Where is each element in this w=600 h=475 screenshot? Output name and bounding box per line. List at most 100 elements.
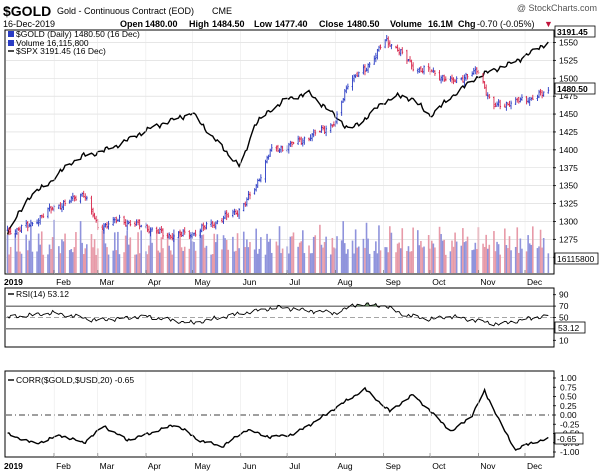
volume-bar [160, 237, 163, 273]
chg-value: -0.70 (-0.05%) [477, 19, 535, 29]
volume-bar [455, 241, 458, 273]
volume-bar [342, 221, 345, 273]
volume-bar [319, 224, 321, 273]
high-label: High [189, 19, 209, 29]
volume-bar [210, 254, 212, 273]
volume-bar [325, 236, 327, 273]
volume-bar [115, 250, 118, 273]
spx-badge: 3191.45 [554, 25, 596, 38]
volume-bar [407, 246, 410, 273]
low-value: 1477.40 [275, 19, 308, 29]
volume-bar [25, 234, 28, 273]
volume-bar [211, 254, 214, 273]
volume-bar [323, 241, 326, 273]
volume-bar [514, 246, 517, 273]
volume-bar [107, 254, 110, 273]
volume-bar [235, 250, 237, 273]
volume-bar [417, 230, 419, 273]
volume-bar [16, 251, 18, 273]
volume-bar [378, 225, 380, 273]
volume-bar [140, 230, 142, 273]
volume-bar [134, 254, 136, 273]
volume-bar [260, 237, 262, 273]
rsi-tick-label: 10 [559, 335, 569, 345]
volume-legend-text: Volume 16,115,800 [16, 38, 89, 48]
volume-bar [169, 250, 172, 273]
volume-bar [183, 246, 186, 273]
volume-bar [466, 236, 469, 273]
month-label: May [194, 277, 211, 287]
volume-bar [82, 254, 85, 273]
volume-bar [275, 241, 278, 273]
volume-bar [396, 243, 399, 273]
corr-legend-text: CORR($GOLD,$USD,20) -0.65 [16, 375, 134, 385]
volume-bar [48, 244, 51, 273]
volume-bar [486, 248, 489, 273]
volume-bar [61, 239, 63, 273]
volume-bar [166, 232, 169, 273]
rsi-legend: RSI(14) 53.12 [8, 289, 69, 299]
volume-bar [298, 242, 301, 273]
volume-bar [113, 232, 116, 273]
volume-bar [247, 247, 250, 273]
volume-bar [345, 253, 348, 273]
price-tick-label: 1475 [559, 91, 578, 101]
price-y-axis: 1250127513001325135013751400142514501475… [553, 37, 578, 262]
close-value: 1480.50 [347, 19, 380, 29]
volume-bar [340, 240, 343, 273]
volume-bar [312, 236, 315, 273]
volume-bar [538, 246, 540, 273]
volume-bar [474, 242, 477, 273]
month-label: Nov [480, 277, 496, 287]
volume-bar [451, 240, 453, 273]
volume-bar [72, 252, 74, 273]
volume-bar [182, 250, 184, 273]
month-label: Sep [386, 461, 401, 471]
corr-tick-label: 0.25 [560, 401, 577, 411]
volume-bar [504, 228, 506, 273]
volume-bar [193, 241, 195, 273]
volume-bar [30, 225, 32, 273]
volume-bar [409, 251, 411, 273]
month-label: Oct [432, 461, 446, 471]
volume-bar [14, 233, 17, 273]
month-label: Sep [386, 277, 401, 287]
month-label: Jul [289, 461, 300, 471]
volume-bar [269, 238, 271, 273]
volume-bar [527, 235, 529, 273]
volume-bar [236, 233, 239, 273]
month-label: May [194, 461, 211, 471]
volume-bar [547, 253, 550, 273]
volume-bar [47, 254, 49, 273]
rsi-badge-text: 53.12 [558, 323, 580, 333]
volume-bar [201, 235, 203, 273]
volume-bar [101, 230, 104, 273]
corr-tick-label: -1.00 [560, 447, 580, 457]
month-label: Jun [243, 277, 257, 287]
volume-bar [465, 241, 467, 273]
volume-bar [216, 234, 219, 273]
rsi-series [6, 302, 553, 330]
volume-bar [214, 242, 217, 273]
volume-bar [434, 247, 436, 273]
volume-bar [309, 253, 312, 273]
corr-panel-frame [4, 370, 555, 458]
volume-bar [406, 251, 408, 273]
volume-bar [51, 237, 54, 273]
volume-bar [472, 249, 475, 273]
volume-bar [244, 247, 247, 273]
volume-bar [385, 247, 388, 273]
month-label: Nov [480, 461, 496, 471]
volume-bar [541, 247, 543, 273]
gold-legend-swatch [8, 31, 14, 37]
volume-bar [70, 249, 73, 273]
symbol-name: Gold - Continuous Contract (EOD) [57, 6, 194, 16]
volume-bar [483, 247, 486, 273]
volume-bar [112, 250, 115, 273]
volume-bar [68, 250, 71, 273]
close-label: Close [319, 19, 344, 29]
month-label: Mar [100, 461, 115, 471]
volume-bar [31, 251, 34, 273]
volume-bar [64, 233, 66, 273]
corr-line [7, 386, 549, 452]
